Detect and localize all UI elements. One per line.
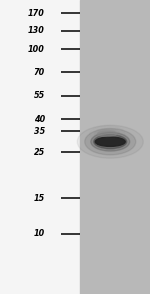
- Ellipse shape: [85, 128, 136, 155]
- Text: 170: 170: [28, 9, 45, 18]
- Ellipse shape: [95, 137, 125, 146]
- Ellipse shape: [94, 135, 127, 149]
- Ellipse shape: [91, 132, 130, 151]
- Bar: [0, 0, 80, 294]
- Ellipse shape: [98, 130, 117, 138]
- Text: 40: 40: [34, 115, 45, 124]
- Ellipse shape: [95, 128, 120, 139]
- Text: 35: 35: [34, 127, 45, 136]
- Text: 70: 70: [34, 68, 45, 77]
- Ellipse shape: [90, 126, 125, 142]
- Text: 15: 15: [34, 194, 45, 203]
- Text: 55: 55: [34, 91, 45, 100]
- Text: 10: 10: [34, 229, 45, 238]
- Ellipse shape: [77, 125, 143, 158]
- Text: 25: 25: [34, 148, 45, 157]
- Ellipse shape: [98, 131, 117, 136]
- Text: 130: 130: [28, 26, 45, 35]
- Text: 100: 100: [28, 45, 45, 54]
- Bar: [80, 0, 150, 294]
